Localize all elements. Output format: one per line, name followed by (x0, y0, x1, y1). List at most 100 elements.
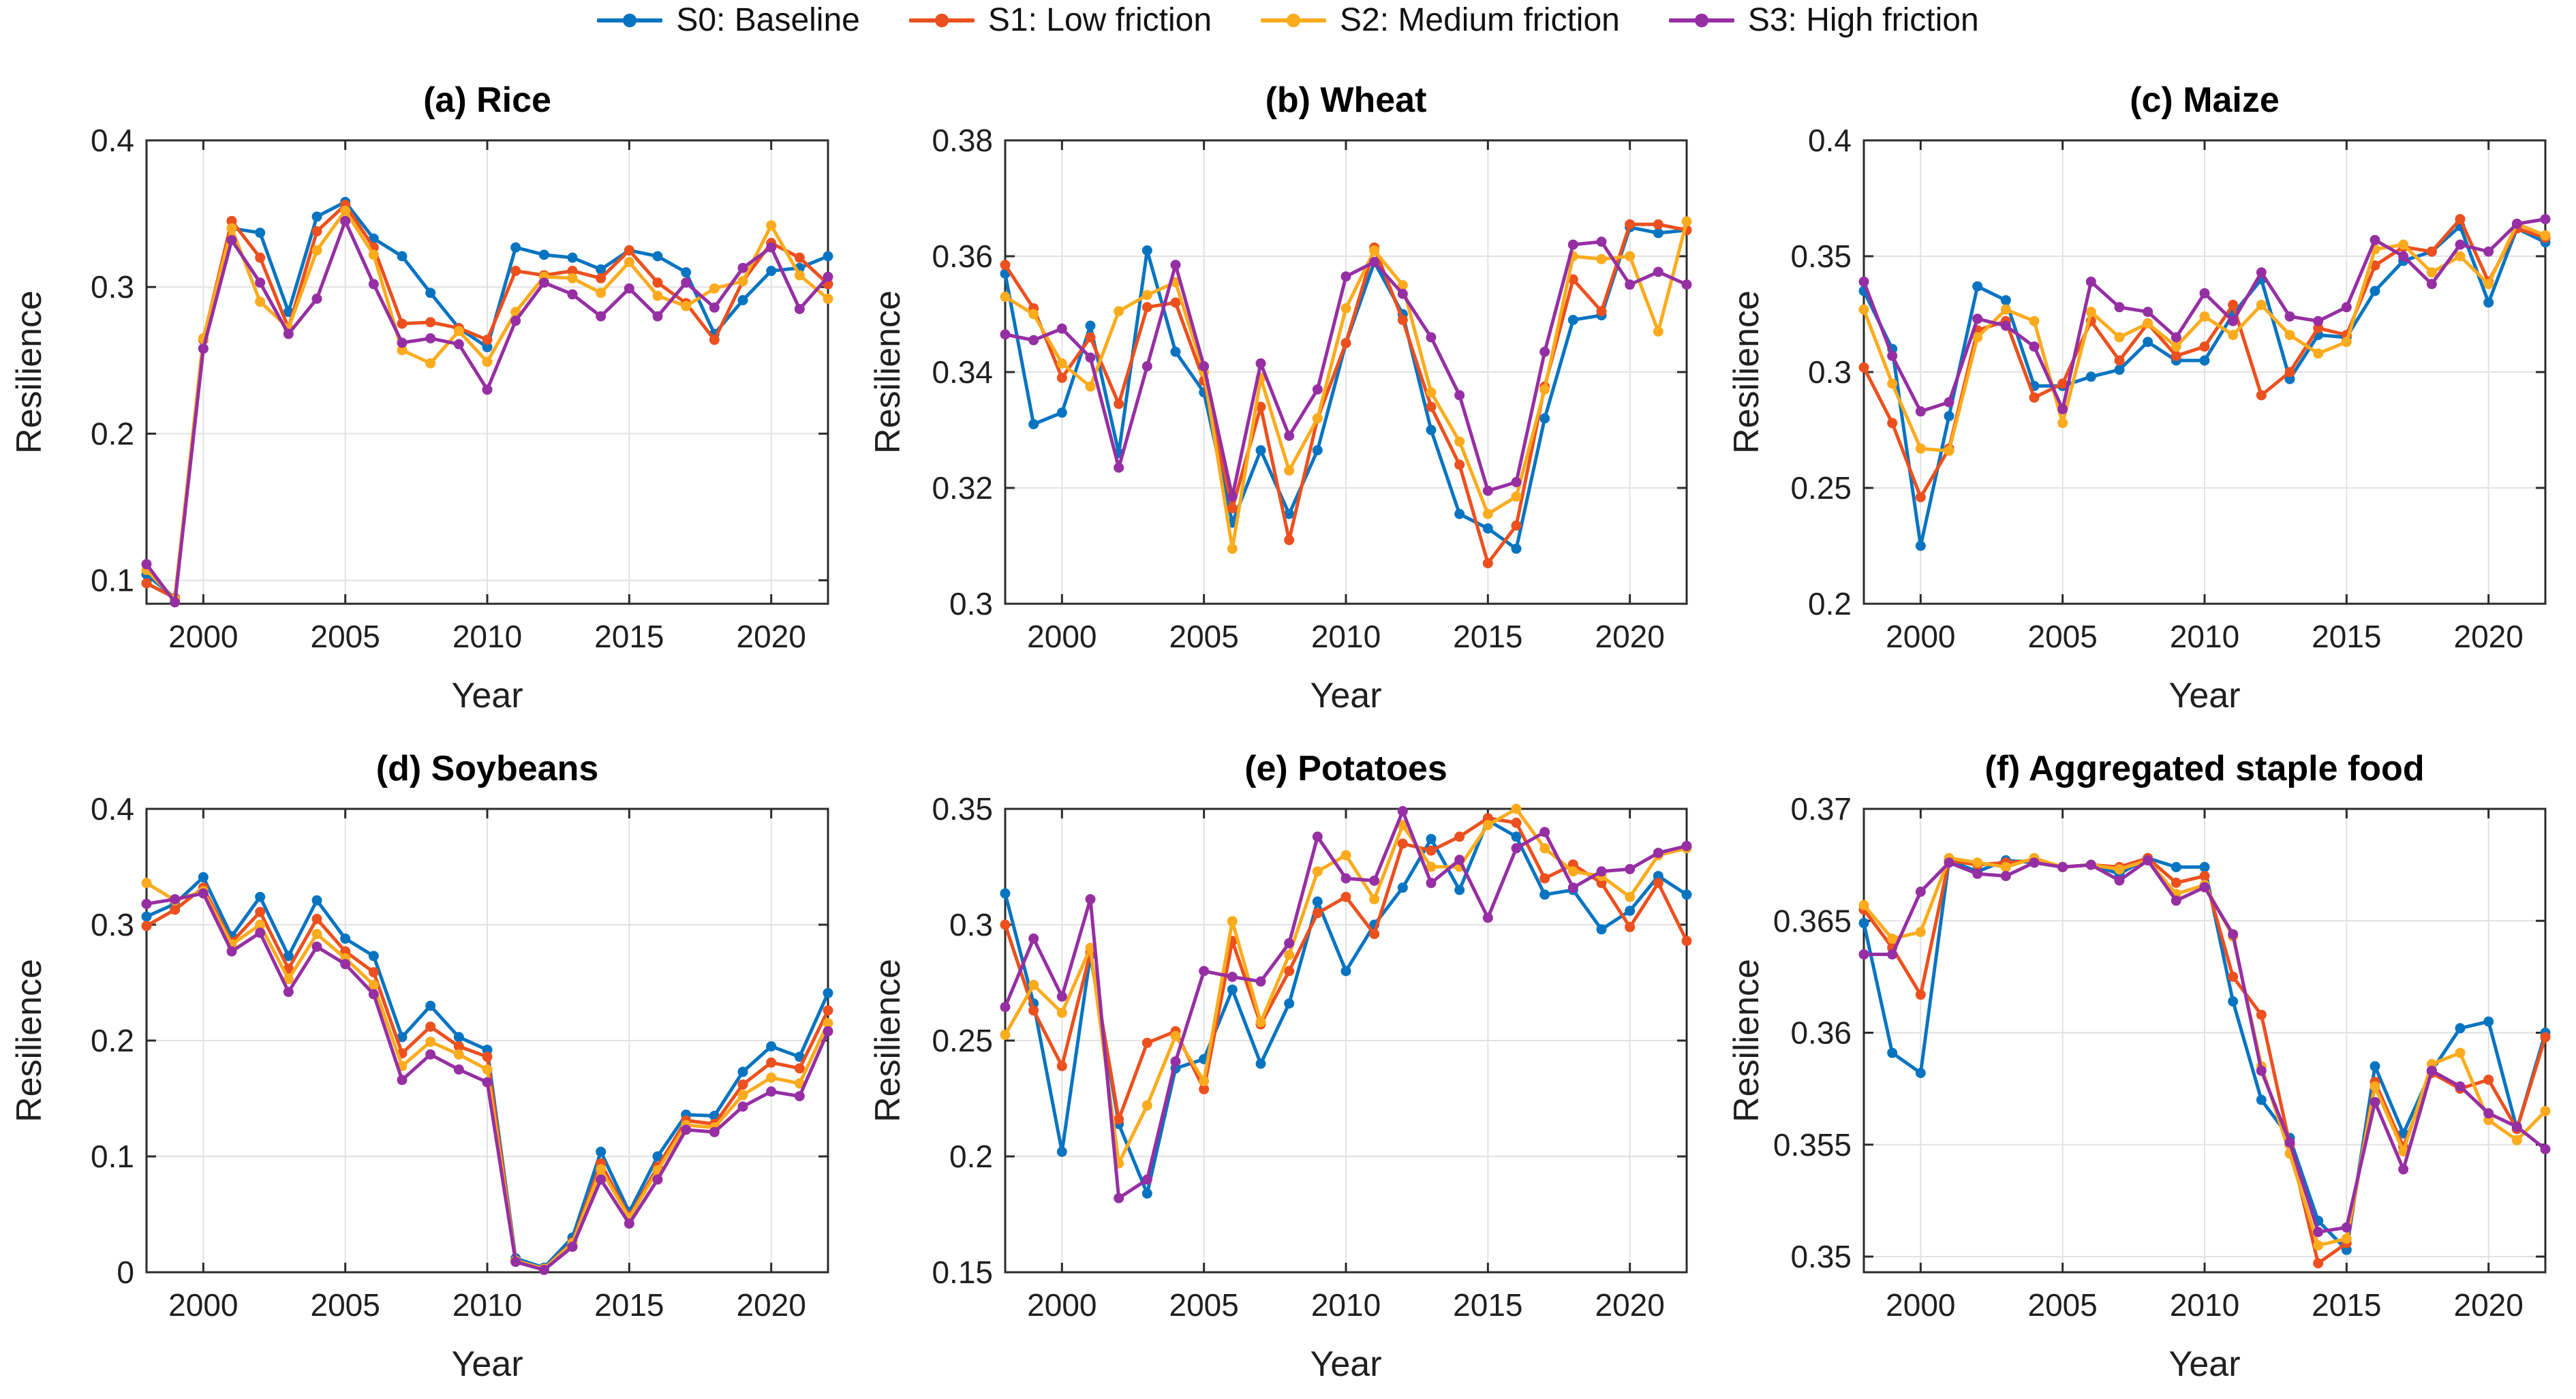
svg-text:0.3: 0.3 (91, 907, 134, 942)
svg-text:2010: 2010 (2170, 619, 2239, 654)
svg-text:2005: 2005 (1169, 1287, 1238, 1323)
svg-text:2020: 2020 (1595, 1287, 1664, 1323)
svg-text:0.2: 0.2 (91, 416, 134, 451)
svg-text:2020: 2020 (1595, 619, 1664, 654)
line-marker-icon (1261, 14, 1327, 27)
legend-item-s2: S2: Medium friction (1261, 4, 1620, 37)
panel-grid: (a) Rice 0.1 0.2 0.3 0.4 2000 2005 2010 2015 2020… (0, 59, 2576, 1396)
svg-text:0.4: 0.4 (91, 791, 134, 827)
svg-text:2000: 2000 (1027, 1287, 1097, 1323)
svg-text:2010: 2010 (453, 619, 522, 654)
svg-text:2010: 2010 (453, 1287, 522, 1323)
svg-text:Year: Year (451, 676, 523, 716)
svg-text:0.3: 0.3 (1808, 354, 1852, 390)
chart-canvas-soybeans: (d) Soybeans 0 0.1 0.2 0.3 0.4 2000 2005 2010 201… (10, 749, 833, 1384)
svg-text:0: 0 (117, 1255, 134, 1290)
svg-text:2020: 2020 (736, 1287, 806, 1323)
panel-c-maize: (c) Maize 0.2 0.25 0.3 0.35 0.4 2000 2005 2010 20… (1717, 59, 2576, 727)
svg-text:0.25: 0.25 (1790, 470, 1852, 506)
svg-text:0.2: 0.2 (1808, 586, 1852, 621)
svg-text:0.25: 0.25 (932, 1023, 993, 1058)
svg-text:0.35: 0.35 (932, 791, 993, 827)
svg-text:2000: 2000 (168, 619, 238, 654)
svg-text:0.1: 0.1 (91, 1139, 134, 1174)
legend: S0: Baseline S1: Low friction S2: Medium… (0, 4, 2576, 37)
svg-text:2015: 2015 (1453, 619, 1522, 654)
svg-text:2015: 2015 (2312, 1287, 2381, 1323)
panel-e-potatoes: (e) Potatoes 0.15 0.2 0.25 0.3 0.35 2000 2005 20… (859, 727, 1717, 1396)
svg-text:(d) Soybeans: (d) Soybeans (376, 749, 599, 788)
svg-text:0.32: 0.32 (932, 470, 993, 506)
line-marker-icon (908, 14, 975, 27)
svg-text:Year: Year (451, 1344, 523, 1384)
svg-text:0.38: 0.38 (932, 123, 993, 158)
svg-text:2010: 2010 (1311, 1287, 1381, 1323)
legend-item-s3: S3: High friction (1668, 2, 1979, 38)
svg-text:2015: 2015 (594, 1287, 664, 1323)
svg-text:Year: Year (2168, 1344, 2240, 1384)
svg-text:Year: Year (2168, 676, 2240, 716)
svg-text:0.35: 0.35 (1790, 239, 1852, 274)
panel-d-soybeans: (d) Soybeans 0 0.1 0.2 0.3 0.4 2000 2005 2010 201… (0, 727, 859, 1396)
svg-text:(a) Rice: (a) Rice (423, 80, 551, 120)
svg-text:Year: Year (1310, 676, 1381, 716)
svg-text:0.2: 0.2 (91, 1023, 134, 1058)
svg-text:2005: 2005 (310, 619, 380, 654)
svg-text:2010: 2010 (1311, 619, 1381, 654)
svg-text:0.2: 0.2 (949, 1139, 993, 1174)
line-marker-icon (597, 14, 663, 27)
svg-text:0.3: 0.3 (949, 907, 993, 942)
svg-text:Year: Year (1310, 1344, 1381, 1384)
svg-text:0.3: 0.3 (949, 586, 993, 621)
svg-text:2005: 2005 (310, 1287, 380, 1323)
svg-text:(e) Potatoes: (e) Potatoes (1244, 749, 1447, 788)
chart-canvas-maize: (c) Maize 0.2 0.25 0.3 0.35 0.4 2000 2005 2010 20… (1727, 80, 2551, 716)
svg-text:2000: 2000 (1886, 1287, 1955, 1323)
svg-text:0.4: 0.4 (1808, 123, 1852, 158)
svg-text:0.355: 0.355 (1773, 1127, 1852, 1163)
legend-item-s1: S1: Low friction (908, 2, 1212, 38)
chart-canvas-rice: (a) Rice 0.1 0.2 0.3 0.4 2000 2005 2010 2015 2020… (10, 80, 833, 716)
chart-canvas-wheat: (b) Wheat 0.3 0.32 0.34 0.36 0.38 2000 2005 2010… (868, 80, 1692, 716)
svg-text:0.4: 0.4 (91, 123, 134, 158)
svg-text:0.37: 0.37 (1790, 791, 1852, 827)
svg-text:0.1: 0.1 (91, 563, 134, 598)
svg-text:0.34: 0.34 (932, 354, 993, 390)
svg-text:0.3: 0.3 (91, 269, 134, 305)
line-marker-icon (1668, 14, 1734, 27)
svg-text:Resilience: Resilience (10, 959, 49, 1122)
legend-item-s0: S0: Baseline (597, 4, 860, 37)
legend-label: S1: Low friction (987, 2, 1212, 38)
svg-text:0.36: 0.36 (1790, 1015, 1852, 1051)
svg-text:Resilience: Resilience (868, 290, 908, 454)
svg-text:2000: 2000 (168, 1287, 238, 1323)
panel-a-rice: (a) Rice 0.1 0.2 0.3 0.4 2000 2005 2010 2015 2020… (0, 59, 859, 727)
chart-canvas-aggregated: (f) Aggregated staple food 0.35 0.355 0.36 0… (1727, 749, 2551, 1384)
svg-text:Resilience: Resilience (868, 959, 908, 1122)
svg-text:2020: 2020 (2453, 1287, 2523, 1323)
svg-text:0.15: 0.15 (932, 1255, 993, 1290)
svg-text:2015: 2015 (2312, 619, 2381, 654)
svg-text:2005: 2005 (1169, 619, 1238, 654)
svg-text:2020: 2020 (2453, 619, 2523, 654)
legend-label: S3: High friction (1747, 2, 1979, 38)
panel-f-aggregated: (f) Aggregated staple food 0.35 0.355 0.36 0… (1717, 727, 2576, 1396)
svg-text:0.365: 0.365 (1773, 903, 1852, 938)
svg-text:2005: 2005 (2027, 1287, 2097, 1323)
legend-label: S2: Medium friction (1340, 2, 1620, 38)
svg-text:(f) Aggregated staple food: (f) Aggregated staple food (1984, 749, 2424, 788)
chart-canvas-potatoes: (e) Potatoes 0.15 0.2 0.25 0.3 0.35 2000 2005 20… (868, 749, 1692, 1384)
svg-text:0.36: 0.36 (932, 239, 993, 274)
svg-text:2020: 2020 (736, 619, 806, 654)
svg-text:Resilience: Resilience (10, 290, 49, 454)
svg-text:(b) Wheat: (b) Wheat (1266, 80, 1427, 120)
legend-label: S0: Baseline (676, 2, 860, 38)
svg-text:Resilience: Resilience (1727, 290, 1766, 454)
svg-text:2005: 2005 (2027, 619, 2097, 654)
svg-text:2015: 2015 (1453, 1287, 1522, 1323)
svg-text:0.35: 0.35 (1790, 1239, 1852, 1274)
svg-text:2000: 2000 (1886, 619, 1955, 654)
svg-text:Resilience: Resilience (1727, 959, 1766, 1122)
panel-b-wheat: (b) Wheat 0.3 0.32 0.34 0.36 0.38 2000 2005 2010… (859, 59, 1717, 727)
